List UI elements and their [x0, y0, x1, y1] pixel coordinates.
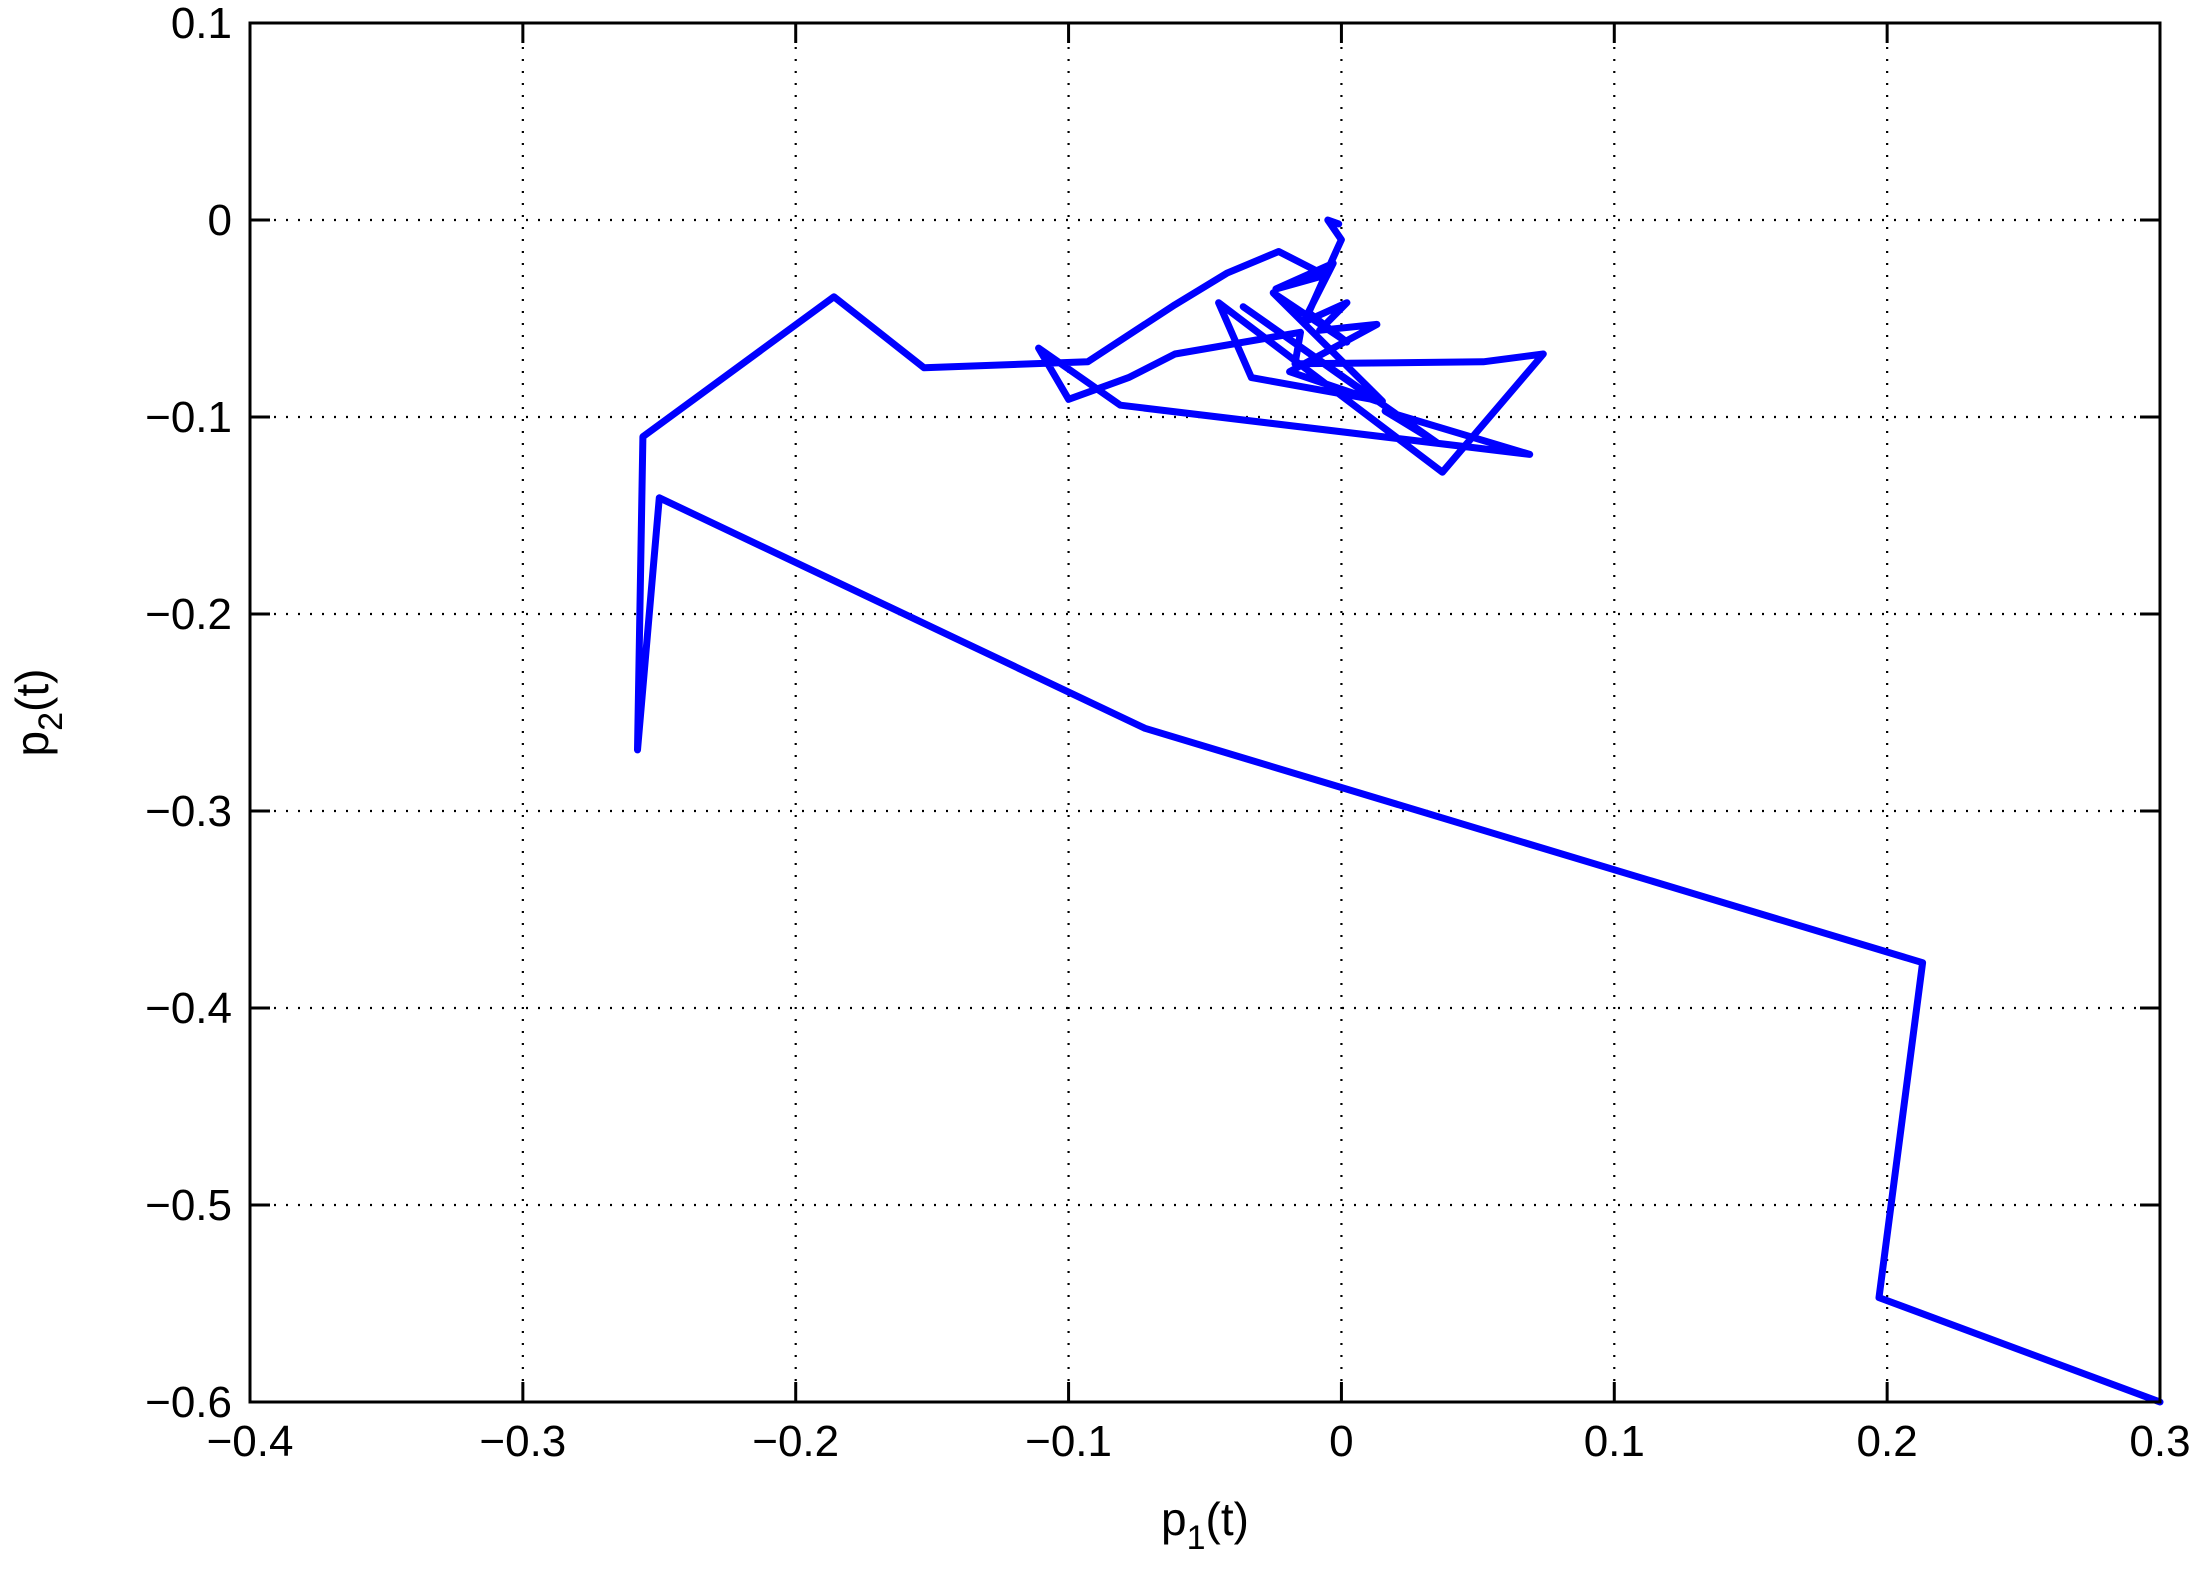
y-tick-label: −0.6	[145, 1378, 232, 1427]
series-layer	[634, 216, 2164, 1406]
x-tick-label: 0	[1329, 1417, 1353, 1466]
y-tick-label: −0.4	[145, 984, 232, 1033]
y-tick-label: −0.3	[145, 787, 232, 836]
label-layer: −0.4 −0.3 −0.2 −0.1 0 0.1 0.2 0.3 −0.6 −0.5 −0.4 −0…	[6, 0, 2191, 1557]
plot-area-frame	[248, 21, 2162, 1404]
y-tick-label: 0.1	[171, 0, 232, 48]
x-tick-label: 0.1	[1584, 1417, 1645, 1466]
x-axis-label: p1(t)	[1161, 1493, 1249, 1557]
x-tick-label: −0.1	[1025, 1417, 1112, 1466]
tick-layer	[248, 21, 2162, 1404]
y-tick-label: 0	[208, 196, 232, 245]
x-tick-label: −0.3	[479, 1417, 566, 1466]
y-axis-label: p2(t)	[6, 669, 70, 757]
x-tick-label: −0.2	[752, 1417, 839, 1466]
series-line-1	[634, 216, 2164, 1406]
x-tick-label: −0.4	[207, 1417, 294, 1466]
grid-layer	[250, 23, 2160, 1402]
y-tick-label: −0.2	[145, 590, 232, 639]
x-tick-label: 0.3	[2129, 1417, 2190, 1466]
y-tick-label: −0.1	[145, 393, 232, 442]
y-tick-label: −0.5	[145, 1181, 232, 1230]
x-tick-label: 0.2	[1857, 1417, 1918, 1466]
